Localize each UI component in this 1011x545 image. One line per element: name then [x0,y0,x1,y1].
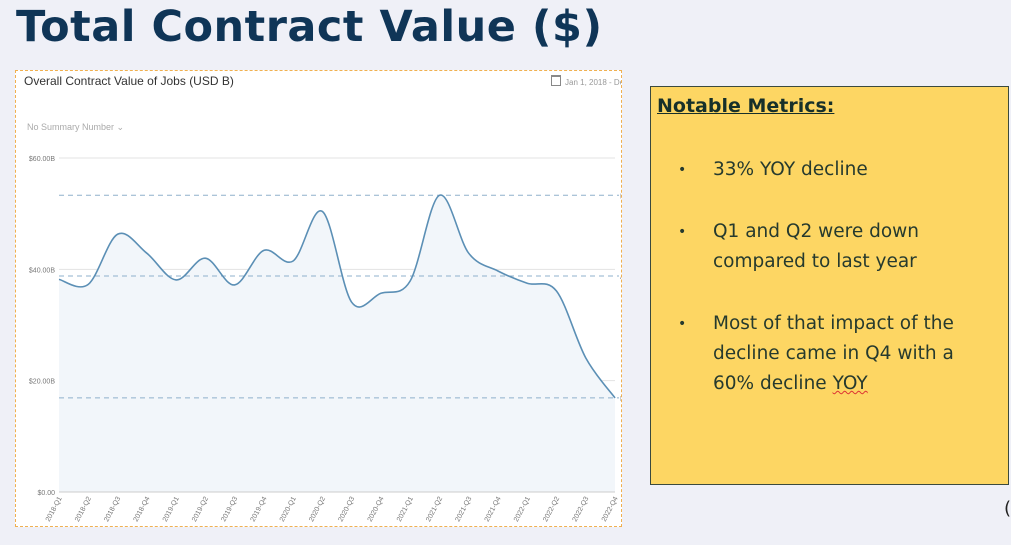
bullet: • [678,162,687,178]
summary-dropdown[interactable]: No Summary Number ⌄ [27,122,124,133]
y-tick-label: $0.00 [37,490,55,497]
x-tick-label: 2018-Q1 [45,496,64,523]
metrics-list: • 33% YOY decline • Q1 and Q2 were down co… [651,155,1008,431]
x-tick-label: 2018-Q3 [103,496,122,523]
y-tick-label: $40.00B [29,267,55,274]
list-item: • Q1 and Q2 were down compared to last ye… [651,217,1008,277]
x-tick-label: 2020-Q1 [279,496,298,523]
x-tick-label: 2018-Q4 [133,496,152,523]
edge-glyph: ( [1004,498,1011,519]
panel-heading: Notable Metrics: [657,95,835,117]
x-tick-label: 2022-Q4 [601,496,620,523]
bullet: • [678,316,687,332]
reference-line-label: A [620,274,622,281]
x-tick-label: 2022-Q3 [572,496,591,523]
date-range-label: Jan 1, 2018 - De [565,78,622,87]
y-tick-label: $20.00B [29,379,55,386]
spellcheck-word: YOY [832,373,868,394]
chart-title: Overall Contract Value of Jobs (USD B) [24,74,234,88]
chart-card: Overall Contract Value of Jobs (USD B) J… [15,70,622,527]
page-title: Total Contract Value ($) [16,2,603,52]
x-tick-label: 2021-Q3 [454,496,473,523]
x-tick-label: 2022-Q1 [513,496,532,523]
calendar-icon [551,75,561,86]
notable-metrics-panel: Notable Metrics: • 33% YOY decline • Q1 an… [650,86,1009,485]
x-tick-label: 2019-Q3 [220,496,239,523]
x-tick-label: 2020-Q4 [367,496,386,523]
metric-text: 33% YOY decline [713,159,868,180]
x-tick-label: 2019-Q2 [191,496,210,523]
x-tick-label: 2021-Q4 [484,496,503,523]
series-line [58,194,616,399]
date-range-picker[interactable]: Jan 1, 2018 - De [551,75,622,87]
x-tick-label: 2021-Q2 [425,496,444,523]
bullet: • [678,224,687,240]
x-tick-label: 2018-Q2 [74,496,93,523]
summary-dropdown-label: No Summary Number [27,122,115,132]
list-item: • 33% YOY decline [651,155,1008,185]
reference-line-label: M [620,193,622,200]
area-fill [59,194,615,492]
x-tick-label: 2021-Q1 [396,496,415,523]
x-tick-label: 2019-Q4 [250,496,269,523]
reference-line-label: M [620,396,622,403]
y-tick-label: $60.00B [29,156,55,163]
x-tick-label: 2020-Q3 [337,496,356,523]
list-item: • Most of that impact of the decline came… [651,309,1008,399]
line-chart: $0.00 $20.00B $40.00B $60.00B M A M 2018-Q1 2018… [29,156,622,523]
x-tick-label: 2020-Q2 [308,496,327,523]
metric-text: Q1 and Q2 were down compared to last yea… [713,221,920,272]
x-tick-label: 2019-Q1 [162,496,181,523]
x-tick-label: 2022-Q2 [542,496,561,523]
metric-text: Most of that impact of the decline came … [713,313,954,394]
chevron-down-icon: ⌄ [116,122,125,132]
